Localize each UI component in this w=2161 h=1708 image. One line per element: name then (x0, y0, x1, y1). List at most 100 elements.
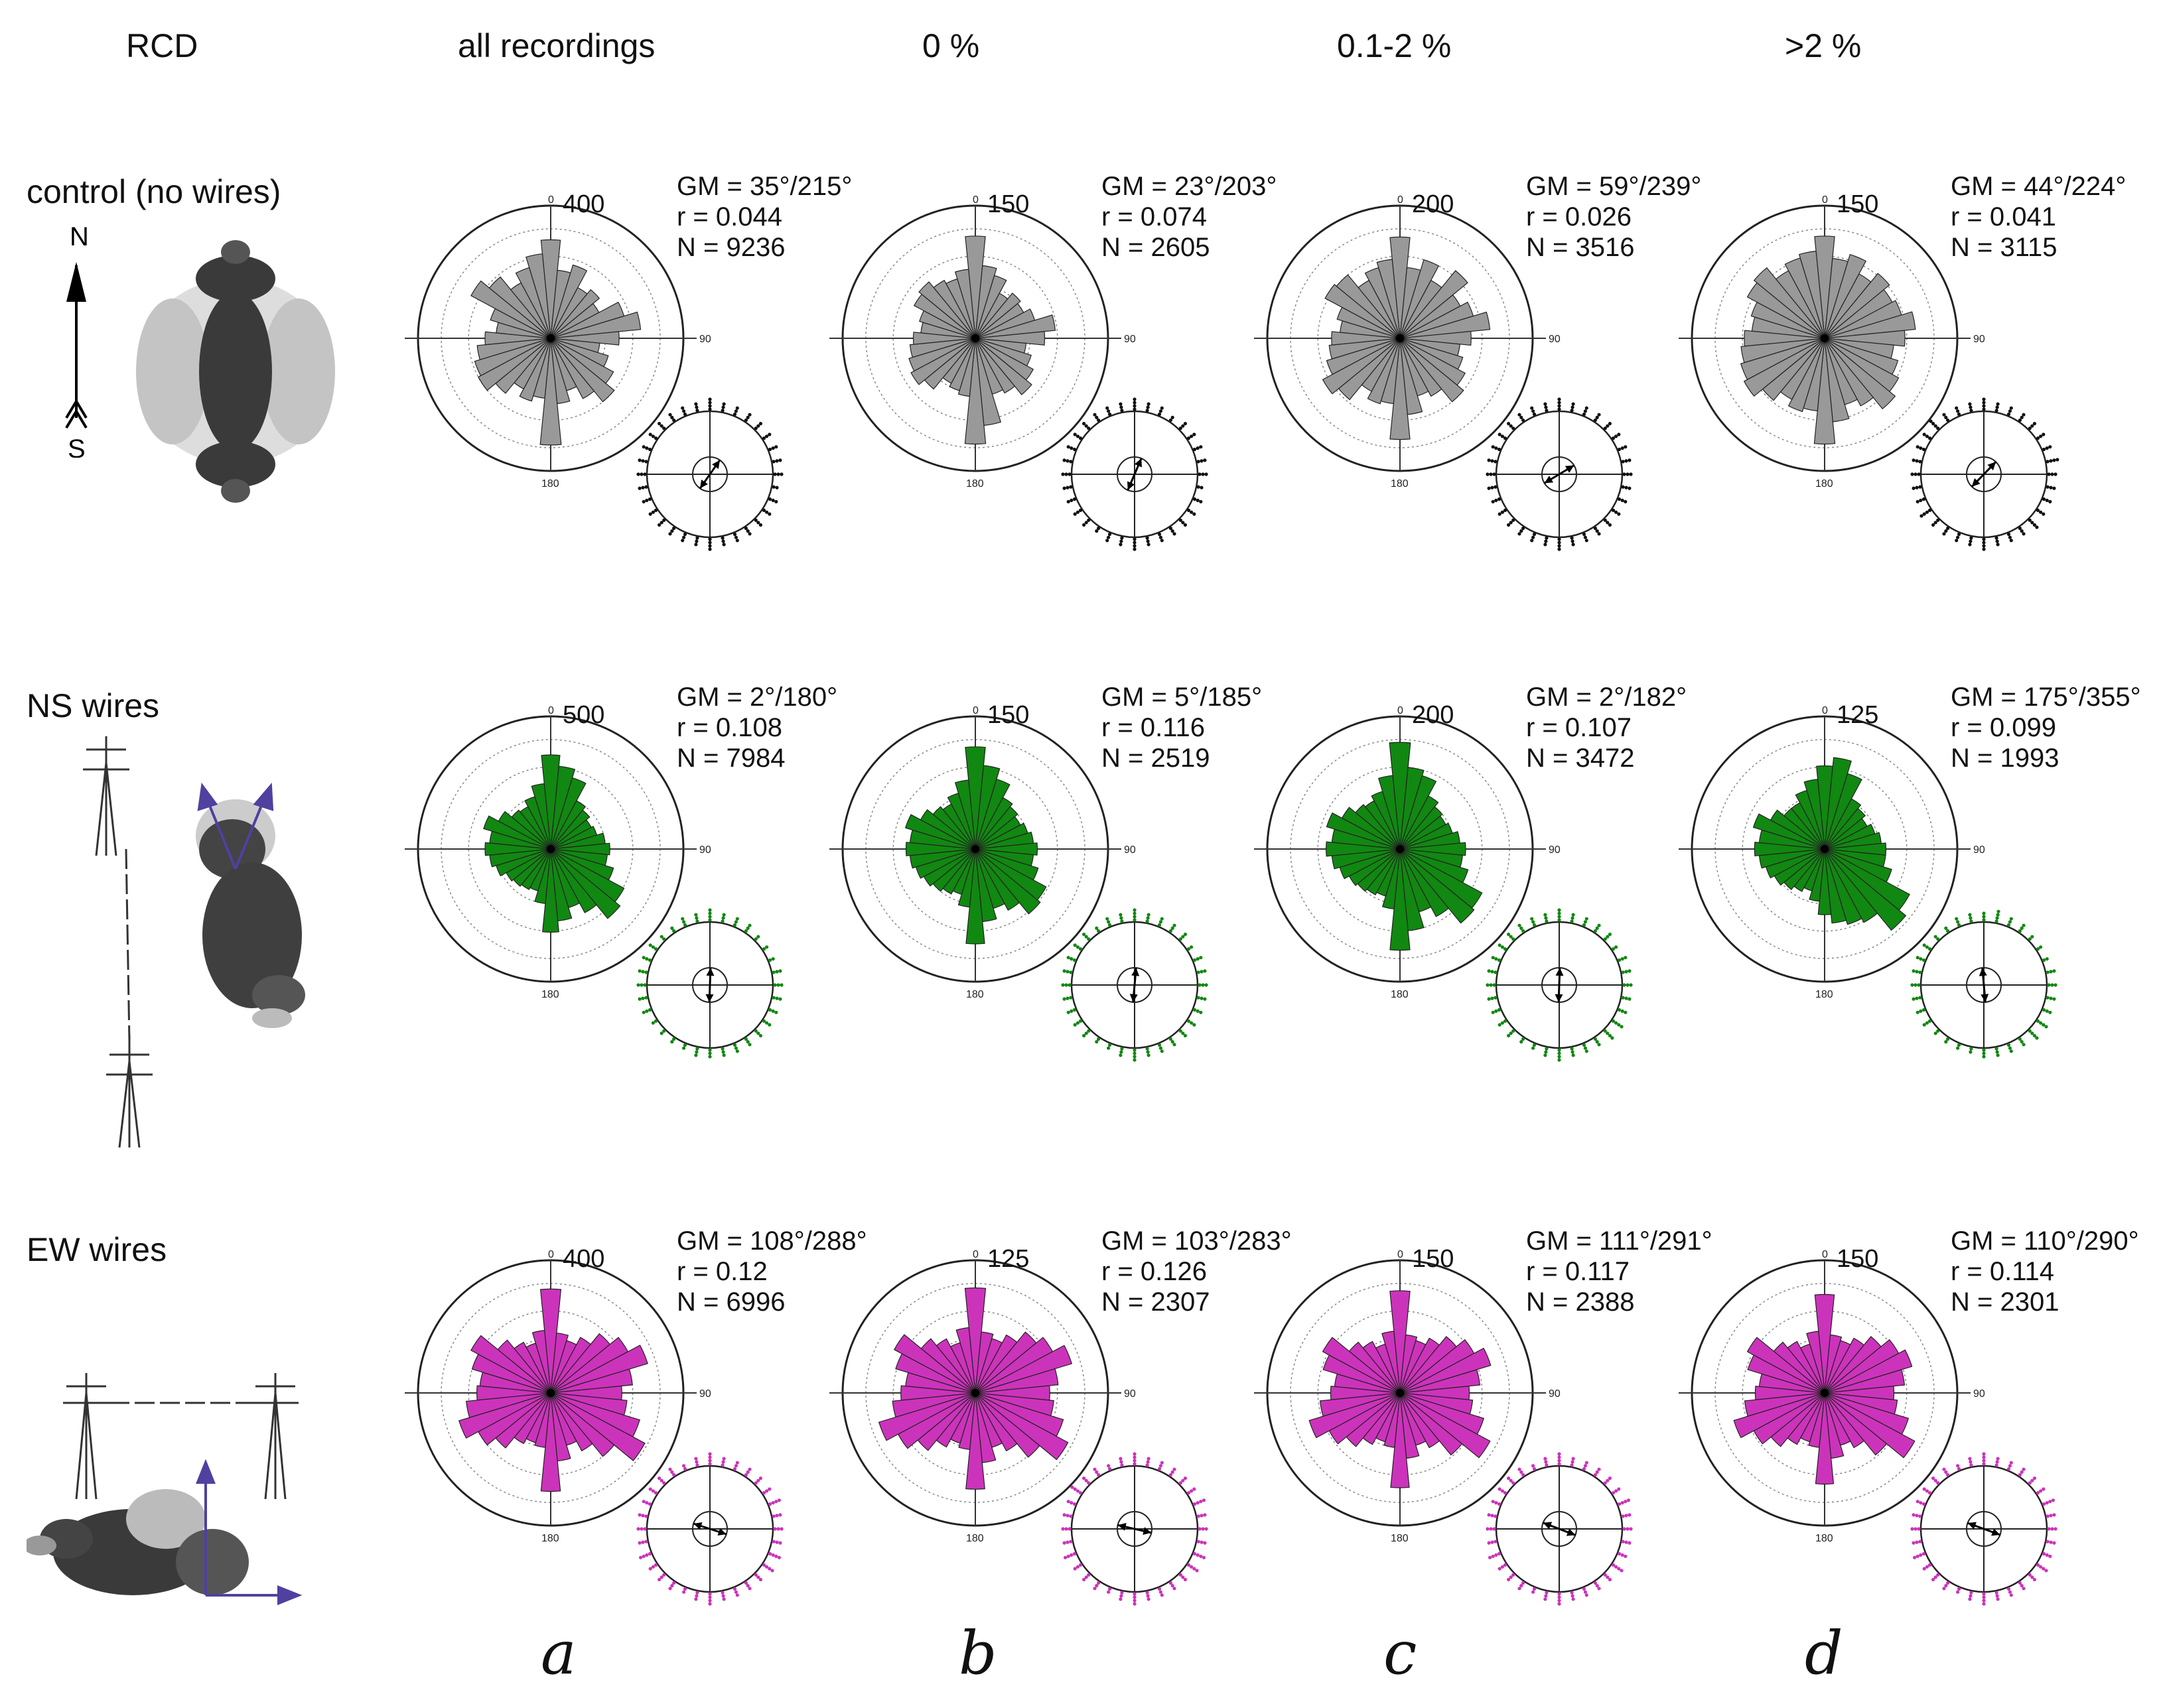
inset-rim-dot (672, 418, 676, 423)
inset-rim-dot (1532, 412, 1537, 417)
inset-rim-dot (1628, 458, 1632, 462)
rose-petal (1824, 1369, 1906, 1394)
rose-petal (1399, 1392, 1491, 1459)
inset-rim-dot (640, 983, 644, 987)
rose-petal (1399, 795, 1439, 850)
inset-rim-dot (722, 913, 726, 917)
inset-rim-dot (1511, 937, 1515, 941)
inset-rim-dot (1062, 1513, 1066, 1517)
inset-rim-dot (2009, 1461, 2013, 1465)
inset-arrowhead (1129, 994, 1138, 1002)
inset-rim-dot (1509, 1031, 1513, 1035)
inset-rim-dot (775, 970, 779, 974)
inset-rim-dot (1494, 996, 1498, 1000)
panel-stats: GM = 59°/239° r = 0.026 N = 3516 (1526, 171, 1701, 263)
axis-label-90: 90 (699, 1388, 711, 1400)
rose-petal (550, 800, 587, 850)
inset-rim-dot (748, 1043, 752, 1047)
inset-rim-dot (1917, 1527, 1921, 1531)
inset-rim-dot (1912, 1513, 1916, 1517)
rose-petal (550, 311, 642, 339)
inset-rim-dot (1133, 1599, 1137, 1603)
inset-rim-dot (1084, 1031, 1088, 1035)
inset-rim-dot (1606, 935, 1610, 939)
inset-rim-dot (648, 1487, 652, 1491)
inset-rim-dot (1204, 1527, 1208, 1531)
rose-petal (1328, 338, 1401, 360)
inset-rim-dot (1107, 1043, 1112, 1047)
inset-rim-dot (1517, 532, 1521, 536)
inset-rim-dot (1120, 409, 1124, 413)
scale-max-label: 125 (1837, 701, 1878, 729)
inset-rim-dot (1500, 1565, 1504, 1569)
inset-rim-dot (774, 445, 778, 449)
inset-rim-dot (1617, 1567, 1621, 1571)
inset-rim-dot (660, 521, 663, 525)
inset-rim-dot (1994, 1463, 1998, 1467)
inset-rim-dot (721, 409, 725, 413)
rose-petal (1770, 809, 1825, 850)
inset-rim-dot (765, 510, 769, 514)
rose-petal (1754, 841, 1825, 857)
inset-rim-dot (1503, 508, 1507, 513)
inset-rim-dot (1492, 983, 1496, 987)
inset-rim-dot (695, 409, 699, 413)
inset-rim-dot (1093, 413, 1097, 417)
inset-rim-dot (641, 1540, 645, 1544)
stat-gm: GM = 175°/355° (1951, 683, 2141, 712)
inset-rim-dot (2052, 1541, 2056, 1545)
inset-rim-dot (1157, 412, 1162, 417)
axis-label-90: 90 (1549, 334, 1561, 345)
inset-rim-dot (744, 418, 748, 423)
stat-r: r = 0.107 (1526, 713, 1632, 742)
inset-rim-dot (744, 1473, 748, 1477)
rose-petal (1399, 842, 1466, 856)
panel-stats: GM = 2°/180° r = 0.108 N = 7984 (677, 682, 837, 773)
inset-rim-dot (1076, 434, 1080, 438)
inset-rim-dot (1927, 1563, 1932, 1567)
inset-rim-dot (1912, 969, 1916, 973)
rose-petal (912, 332, 976, 345)
inset-rim-dot (1994, 536, 1998, 540)
inset-rim-dot (1509, 935, 1513, 939)
rose-chart-svg: 150090180270 (1653, 190, 2059, 551)
inset-rim-dot (1919, 957, 1923, 961)
inset-rim-dot (1192, 512, 1196, 516)
inset-rim-dot (1620, 957, 1624, 961)
inset-rim-dot (1606, 1478, 1610, 1482)
rose-petal (458, 1392, 551, 1439)
rose-petal (1787, 338, 1825, 413)
rose-petal (1740, 338, 1825, 381)
inset-rim-dot (1509, 1478, 1513, 1482)
inset-rim-dot (1595, 529, 1599, 533)
inset-rim-dot (1925, 1021, 1929, 1025)
inset-rim-dot (1621, 1514, 1625, 1518)
inset-rim-dot (2054, 1527, 2057, 1531)
inset-rim-dot (1145, 1047, 1149, 1051)
inset-rim-dot (1916, 1554, 1919, 1558)
inset-rim-dot (1183, 1577, 1187, 1581)
inset-rim-dot (1915, 970, 1919, 974)
inset-rim-dot (780, 472, 784, 476)
stat-n: N = 2605 (1101, 233, 1210, 262)
inset-rim-dot (1097, 1581, 1101, 1585)
inset-rim-dot (1622, 983, 1626, 987)
inset-rim-dot (1583, 409, 1587, 413)
inset-rim-dot (1626, 983, 1630, 987)
inset-rim-dot (2030, 1478, 2034, 1482)
inset-rim-dot (1199, 499, 1203, 503)
inset-rim-dot (1982, 404, 1986, 408)
inset-rim-dot (1491, 956, 1495, 960)
inset-rim-dot (1093, 1587, 1097, 1591)
stat-r: r = 0.116 (1101, 713, 1206, 742)
inset-rim-dot (636, 1527, 640, 1531)
inset-rim-dot (1617, 447, 1622, 452)
inset-rim-dot (1593, 929, 1597, 933)
inset-rim-dot (1617, 1551, 1622, 1556)
inset-rim-dot (1066, 486, 1070, 490)
inset-rim-dot (1925, 1489, 1929, 1493)
inset-rim-dot (1982, 1602, 1986, 1606)
inset-rim-dot (662, 1573, 666, 1577)
inset-rim-dot (1994, 409, 1998, 413)
